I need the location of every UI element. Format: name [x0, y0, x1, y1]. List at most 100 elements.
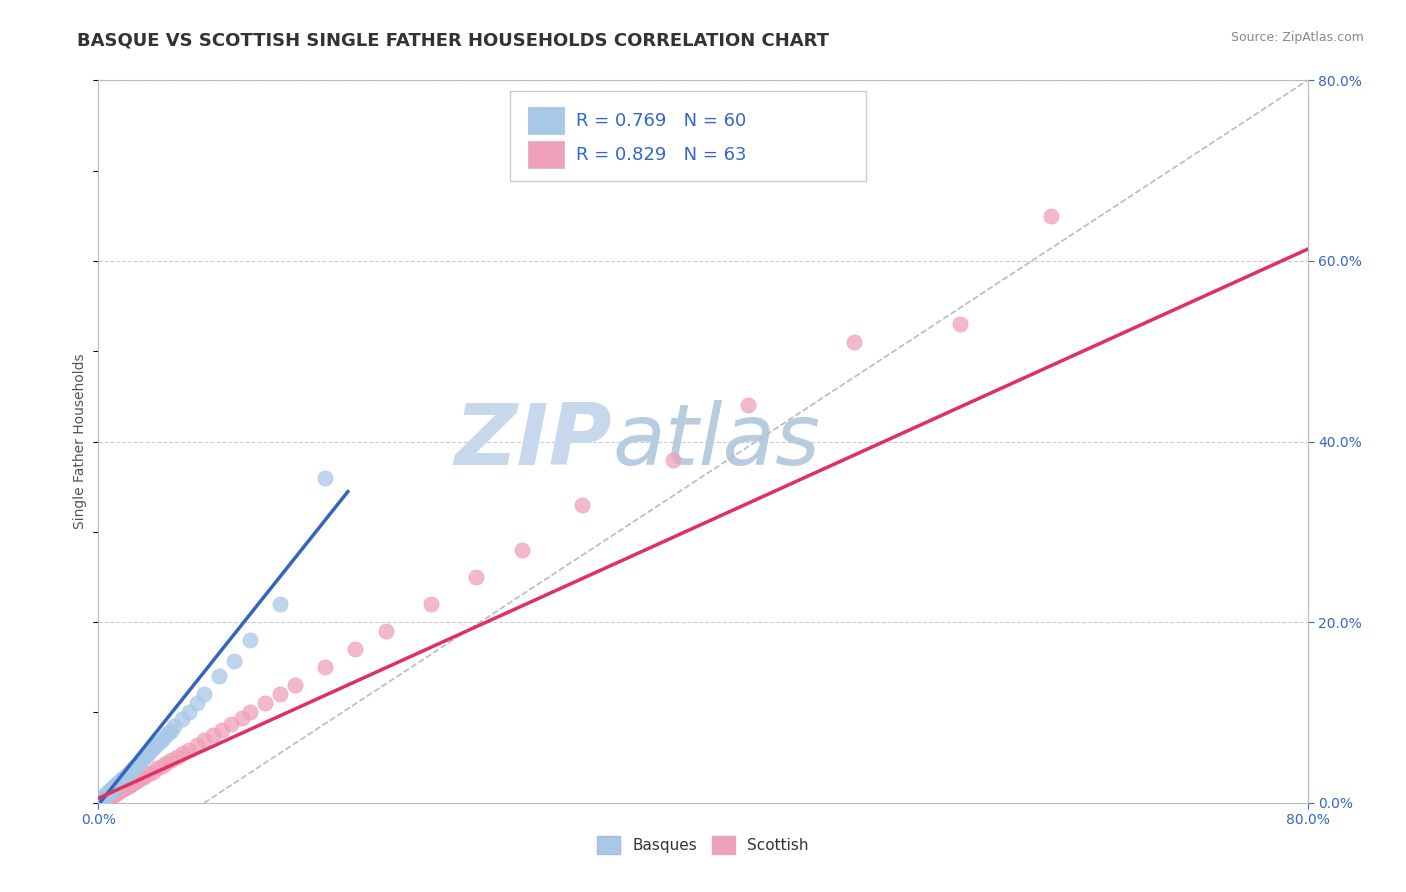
Point — [110, 773, 132, 788]
Point — [89, 794, 111, 808]
Point — [314, 471, 336, 485]
Point — [90, 794, 112, 808]
Point — [239, 633, 262, 648]
Point — [115, 768, 138, 782]
Point — [128, 756, 150, 770]
Text: Source: ZipAtlas.com: Source: ZipAtlas.com — [1230, 31, 1364, 45]
Point — [1039, 209, 1062, 223]
Point — [269, 597, 291, 611]
Point — [98, 789, 121, 804]
Point — [253, 697, 276, 711]
Point — [186, 738, 208, 752]
Point — [91, 790, 114, 805]
Point — [142, 740, 165, 755]
Point — [269, 687, 291, 701]
Point — [148, 735, 170, 749]
Point — [122, 762, 145, 776]
Point — [93, 789, 115, 804]
Point — [221, 717, 243, 731]
Point — [98, 785, 121, 799]
Y-axis label: Single Father Households: Single Father Households — [73, 354, 87, 529]
Point — [93, 793, 115, 807]
Point — [844, 335, 866, 350]
Point — [121, 777, 143, 791]
Point — [374, 624, 396, 639]
Point — [193, 733, 215, 747]
Point — [118, 779, 141, 793]
Point — [103, 787, 125, 801]
Point — [114, 769, 136, 783]
Point — [160, 753, 183, 767]
Point — [94, 788, 117, 802]
Point — [465, 570, 488, 584]
Point — [100, 784, 122, 798]
Point — [172, 746, 194, 760]
Point — [661, 452, 683, 467]
Point — [170, 712, 193, 726]
Point — [89, 795, 111, 809]
Point — [103, 780, 125, 794]
Point — [145, 738, 167, 752]
Point — [131, 752, 153, 766]
FancyBboxPatch shape — [527, 107, 564, 135]
Point — [90, 793, 112, 807]
Point — [132, 750, 155, 764]
Legend: Basques, Scottish: Basques, Scottish — [591, 830, 815, 860]
Point — [107, 785, 129, 799]
Text: BASQUE VS SCOTTISH SINGLE FATHER HOUSEHOLDS CORRELATION CHART: BASQUE VS SCOTTISH SINGLE FATHER HOUSEHO… — [77, 31, 830, 49]
Point — [121, 764, 143, 778]
Point — [93, 789, 115, 803]
Point — [202, 728, 225, 742]
Point — [129, 754, 152, 768]
Point — [208, 669, 231, 683]
Point — [100, 789, 122, 804]
Point — [420, 597, 443, 611]
Point — [96, 787, 118, 801]
Point — [91, 793, 114, 807]
Point — [571, 498, 593, 512]
Point — [120, 765, 142, 780]
Point — [156, 726, 179, 740]
Point — [141, 743, 163, 757]
Point — [101, 782, 124, 797]
Point — [150, 758, 173, 772]
Point — [94, 792, 117, 806]
Point — [118, 766, 141, 780]
Point — [98, 784, 121, 798]
Point — [146, 762, 169, 776]
Point — [101, 781, 124, 796]
Point — [107, 776, 129, 790]
Point — [108, 784, 131, 798]
Point — [100, 789, 122, 803]
Point — [90, 792, 112, 806]
Text: atlas: atlas — [613, 400, 820, 483]
FancyBboxPatch shape — [527, 141, 564, 169]
Point — [132, 770, 155, 784]
Point — [96, 790, 118, 805]
Point — [101, 789, 124, 803]
Point — [211, 723, 233, 737]
Point — [284, 678, 307, 692]
Point — [105, 777, 128, 791]
Point — [737, 398, 759, 412]
Point — [510, 542, 533, 557]
Point — [314, 660, 336, 674]
Point — [193, 687, 215, 701]
Point — [136, 767, 159, 781]
Point — [96, 791, 118, 805]
Point — [94, 791, 117, 805]
Point — [179, 742, 201, 756]
Point — [224, 654, 246, 668]
Point — [103, 788, 125, 802]
Point — [98, 790, 121, 805]
Point — [114, 780, 136, 795]
Point — [179, 706, 201, 720]
Point — [111, 772, 134, 786]
Point — [127, 773, 149, 788]
Point — [125, 758, 148, 772]
Point — [103, 780, 125, 795]
Point — [127, 756, 149, 771]
Point — [136, 746, 159, 760]
Point — [112, 781, 135, 796]
Point — [135, 747, 157, 762]
